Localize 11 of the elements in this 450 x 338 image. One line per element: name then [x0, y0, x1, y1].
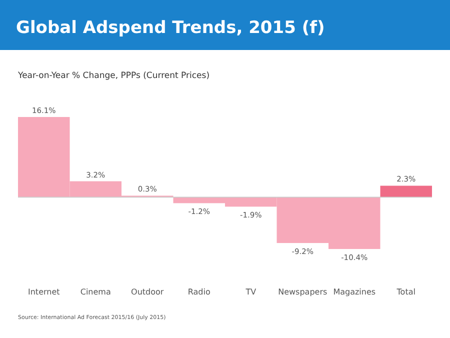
x-tick-label: TV: [244, 288, 257, 297]
chart-subtitle: Year-on-Year % Change, PPPs (Current Prices): [17, 71, 210, 81]
x-tick-label: Magazines: [333, 288, 376, 297]
chart-title: Global Adspend Trends, 2015 (f): [16, 18, 325, 38]
x-tick-label: Total: [396, 288, 416, 297]
x-tick-label: Outdoor: [131, 288, 164, 297]
x-tick-label: Radio: [188, 288, 210, 297]
bar: [380, 186, 432, 198]
x-tick-label: Internet: [28, 288, 60, 297]
x-tick-label: Cinema: [80, 288, 111, 297]
x-tick-label: Newspapers: [278, 288, 328, 297]
